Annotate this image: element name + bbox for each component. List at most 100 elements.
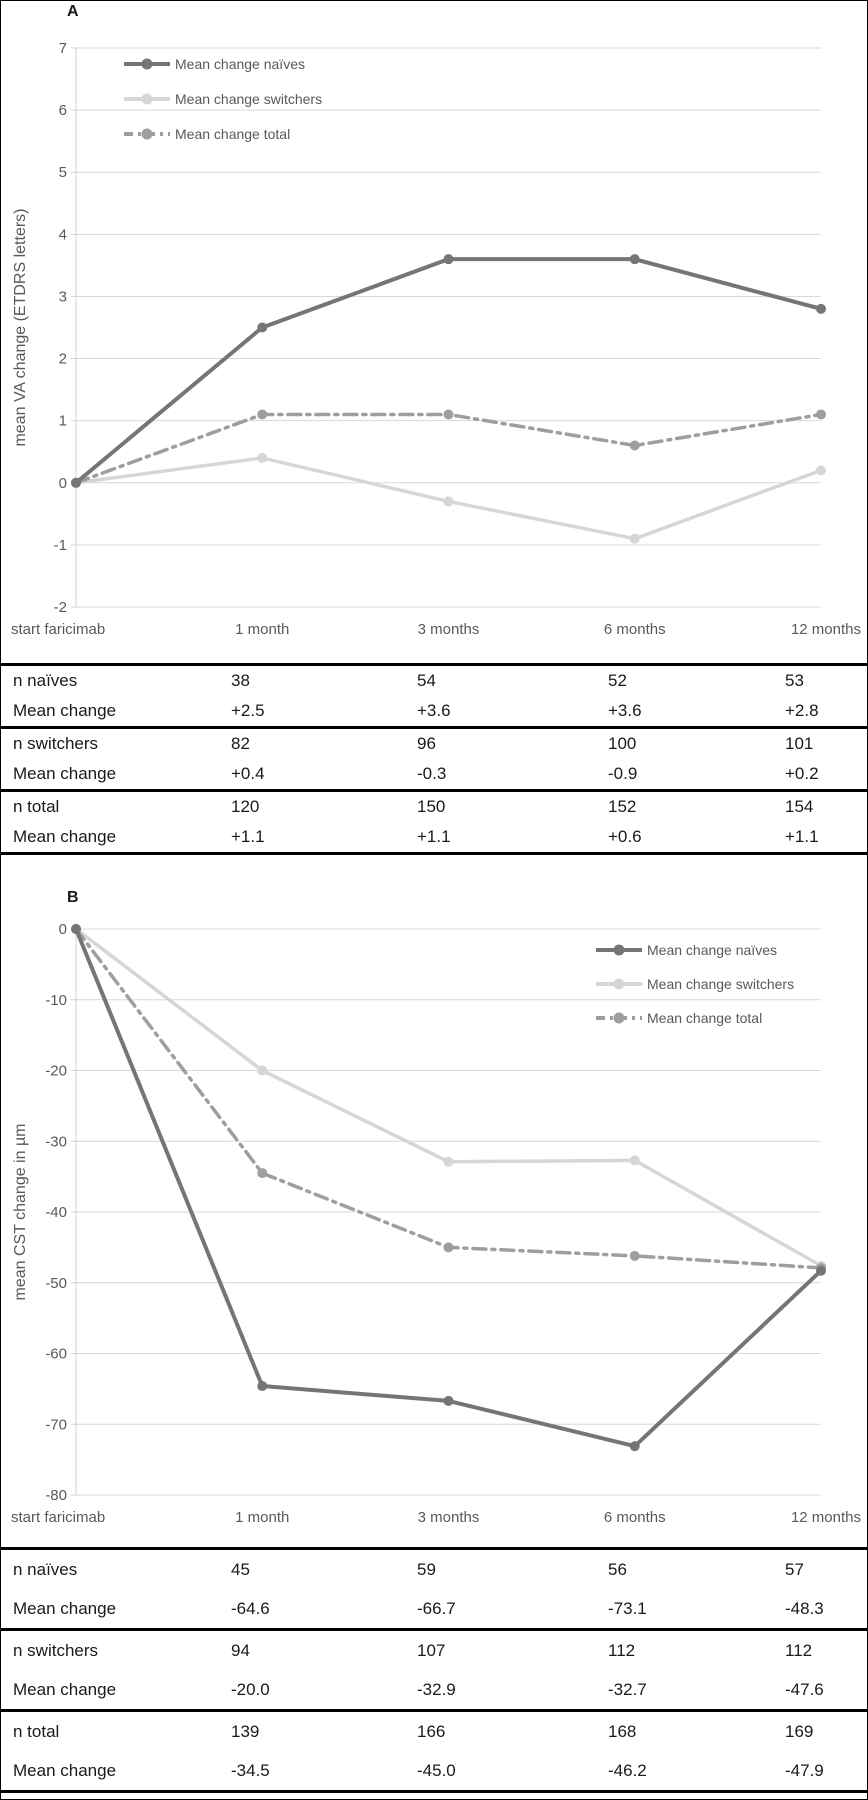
data-point-marker xyxy=(629,1441,640,1452)
y-axis-title: mean VA change (ETDRS letters) xyxy=(12,208,29,446)
value-cell: -73.1 xyxy=(608,1598,647,1618)
table-row: Mean change -34.5 -45.0 -46.2 -47.9 xyxy=(1,1751,867,1793)
value-cell: 101 xyxy=(785,734,814,753)
legend-entry-label: Mean change total xyxy=(175,126,290,142)
legend: Mean change naïves Mean change switchers M… xyxy=(124,56,322,142)
gridlines xyxy=(71,928,821,1496)
y-tick-label: 2 xyxy=(59,351,67,368)
data-point-marker xyxy=(816,409,826,420)
x-category-label: 1 month xyxy=(235,621,289,638)
value-cell: 57 xyxy=(785,1559,804,1579)
value-cell: 139 xyxy=(231,1721,260,1741)
table-row: Mean change +1.1 +1.1 +0.6 +1.1 xyxy=(1,822,867,855)
value-cell: -47.9 xyxy=(785,1760,824,1780)
value-cell: +1.1 xyxy=(417,827,451,846)
y-tick-label: -50 xyxy=(45,1275,67,1292)
table-row: n switchers 82 96 100 101 xyxy=(1,729,867,759)
table-row: n switchers 94 107 112 112 xyxy=(1,1631,867,1670)
series-total xyxy=(71,409,826,488)
x-category-label: start faricimab xyxy=(11,1509,105,1526)
gridlines xyxy=(71,47,821,608)
y-axis-title: mean CST change in µm xyxy=(12,1123,29,1300)
value-cell: 45 xyxy=(231,1559,250,1579)
data-point-marker xyxy=(257,1168,268,1179)
value-cell: -32.9 xyxy=(417,1679,456,1699)
value-cell: -45.0 xyxy=(417,1760,456,1780)
row-label-cell: Mean change xyxy=(13,764,117,783)
value-cell: 52 xyxy=(608,671,627,690)
row-label-cell: n naïves xyxy=(13,671,78,690)
data-point-marker xyxy=(257,1065,268,1076)
value-cell: +2.5 xyxy=(231,701,265,720)
value-cell: 152 xyxy=(608,797,637,816)
data-point-marker xyxy=(257,1381,268,1392)
legend-marker-dot xyxy=(141,128,153,140)
row-label-cell: Mean change xyxy=(13,1679,117,1699)
legend-marker-dot xyxy=(141,93,153,105)
value-cell: 53 xyxy=(785,671,804,690)
row-label-cell: n total xyxy=(13,797,60,816)
y-tick-label: -2 xyxy=(54,599,67,616)
value-cell: 120 xyxy=(231,797,260,816)
value-cell: -0.3 xyxy=(417,764,447,783)
row-label-cell: n naïves xyxy=(13,1559,78,1579)
data-point-marker xyxy=(816,303,826,314)
value-cell: -32.7 xyxy=(608,1679,647,1699)
value-cell: -46.2 xyxy=(608,1760,647,1780)
row-label-cell: Mean change xyxy=(13,827,117,846)
row-label-cell: Mean change xyxy=(13,701,117,720)
data-point-marker xyxy=(629,533,640,544)
table-row: Mean change -64.6 -66.7 -73.1 -48.3 xyxy=(1,1589,867,1631)
x-category-label: 12 months xyxy=(791,621,861,638)
y-tick-label: 4 xyxy=(59,226,67,243)
cst-change-table: n naïves 45 59 56 57 Mean change -64.6 -66.7 -73… xyxy=(1,1547,867,1793)
value-cell: 56 xyxy=(608,1559,627,1579)
x-category-label: 6 months xyxy=(604,1509,666,1526)
y-tick-label: 5 xyxy=(59,164,67,181)
data-point-marker xyxy=(257,409,268,420)
value-cell: 169 xyxy=(785,1721,814,1741)
table-row: Mean change +2.5 +3.6 +3.6 +2.8 xyxy=(1,696,867,729)
y-tick-label: -1 xyxy=(54,537,67,554)
value-cell: +0.6 xyxy=(608,827,642,846)
data-point-marker xyxy=(443,1156,454,1167)
table-row: Mean change +0.4 -0.3 -0.9 +0.2 xyxy=(1,759,867,792)
data-point-marker xyxy=(816,465,826,476)
y-tick-label: -60 xyxy=(45,1346,67,1363)
data-point-marker xyxy=(629,254,640,265)
value-cell: +2.8 xyxy=(785,701,819,720)
legend: Mean change naïves Mean change switchers M… xyxy=(596,942,794,1026)
value-cell: 112 xyxy=(785,1640,813,1660)
value-cell: -64.6 xyxy=(231,1598,270,1618)
legend-entry-label: Mean change switchers xyxy=(647,976,794,992)
value-cell: 112 xyxy=(608,1640,636,1660)
value-cell: -34.5 xyxy=(231,1760,270,1780)
value-cell: 54 xyxy=(417,671,436,690)
legend-marker-dot xyxy=(613,1012,625,1024)
cst-change-line-chart: 0 -10 -20 -30 -40 -50 -60 -70 -80 mean CST change… xyxy=(11,921,861,1526)
value-cell: -0.9 xyxy=(608,764,638,783)
legend-entry-label: Mean change naïves xyxy=(647,942,777,958)
x-category-label: start faricimab xyxy=(11,621,105,638)
series-naives xyxy=(71,254,826,488)
value-cell: +1.1 xyxy=(785,827,819,846)
row-label-cell: n switchers xyxy=(13,1640,99,1660)
legend-marker-dot xyxy=(141,58,153,70)
row-label-cell: Mean change xyxy=(13,1760,117,1780)
value-cell: 107 xyxy=(417,1640,446,1660)
value-cell: -47.6 xyxy=(785,1679,824,1699)
data-point-marker xyxy=(443,1242,454,1253)
table-row: n total 139 166 168 169 xyxy=(1,1712,867,1751)
y-tick-label: 7 xyxy=(59,40,67,57)
y-tick-label: 0 xyxy=(59,921,67,938)
series-naives xyxy=(71,924,826,1452)
row-label-cell: Mean change xyxy=(13,1598,117,1618)
va-change-line-chart: 7 6 5 4 3 2 1 0 -1 -2 mean VA change (ETDRS letter… xyxy=(11,40,861,638)
data-point-marker xyxy=(443,409,454,420)
legend-marker-dot xyxy=(613,978,625,990)
data-point-marker xyxy=(71,477,81,488)
data-point-marker xyxy=(629,1155,640,1166)
value-cell: 38 xyxy=(231,671,250,690)
y-tick-label: 3 xyxy=(59,288,67,305)
